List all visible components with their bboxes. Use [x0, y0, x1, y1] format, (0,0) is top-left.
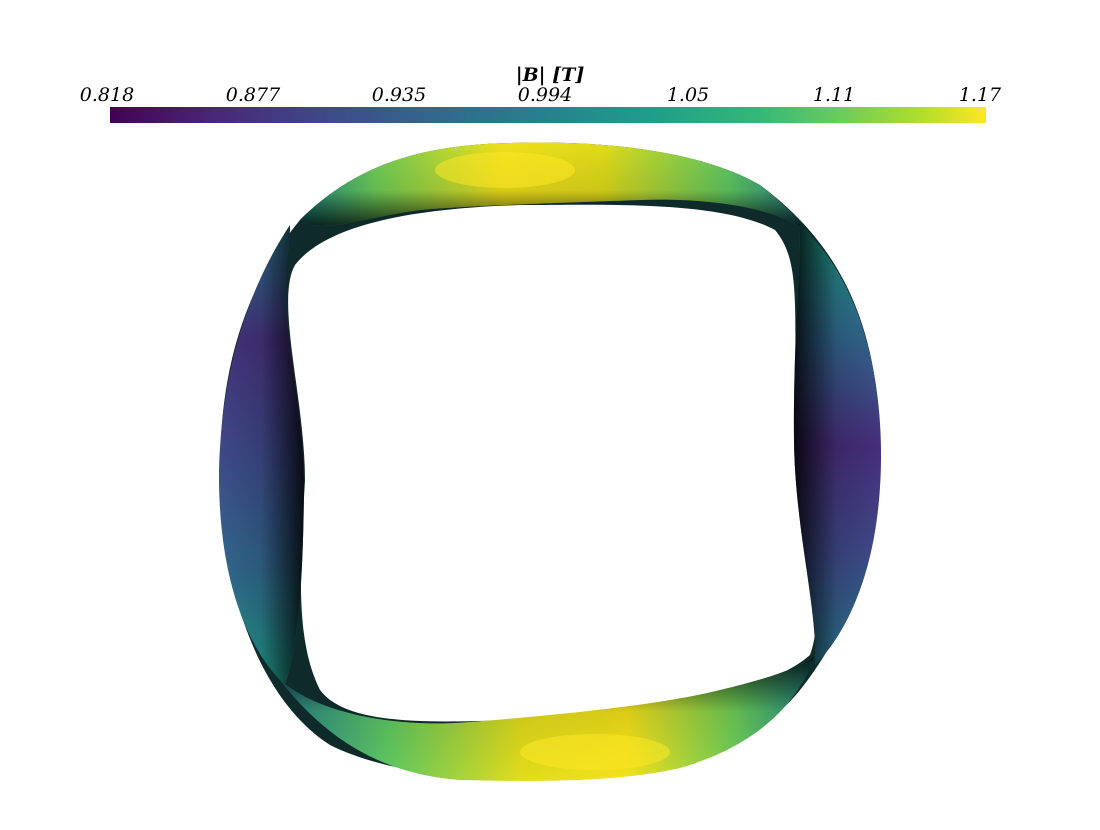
- colorbar-gradient: [110, 107, 986, 123]
- colorbar-tick-label: 1.17: [958, 84, 1002, 106]
- colorbar-tick-label: 1.11: [812, 84, 856, 106]
- surface-bottom-shade: [280, 655, 815, 781]
- colorbar-tick-label: 0.935: [371, 84, 427, 106]
- colorbar-tick-label: 1.05: [666, 84, 710, 106]
- surface-left-shade: [218, 225, 305, 685]
- surface-bottom-highlight: [520, 734, 670, 770]
- colorbar-tick-label: 0.994: [517, 84, 573, 106]
- colorbar-tick-label: 0.877: [225, 84, 281, 106]
- surface-top-highlight: [435, 152, 575, 188]
- colorbar-tick-label: 0.818: [79, 84, 135, 106]
- surface-right-shade: [793, 225, 882, 665]
- surface-top-shade: [300, 142, 805, 230]
- colorbar-title: |B| [T]: [515, 64, 585, 86]
